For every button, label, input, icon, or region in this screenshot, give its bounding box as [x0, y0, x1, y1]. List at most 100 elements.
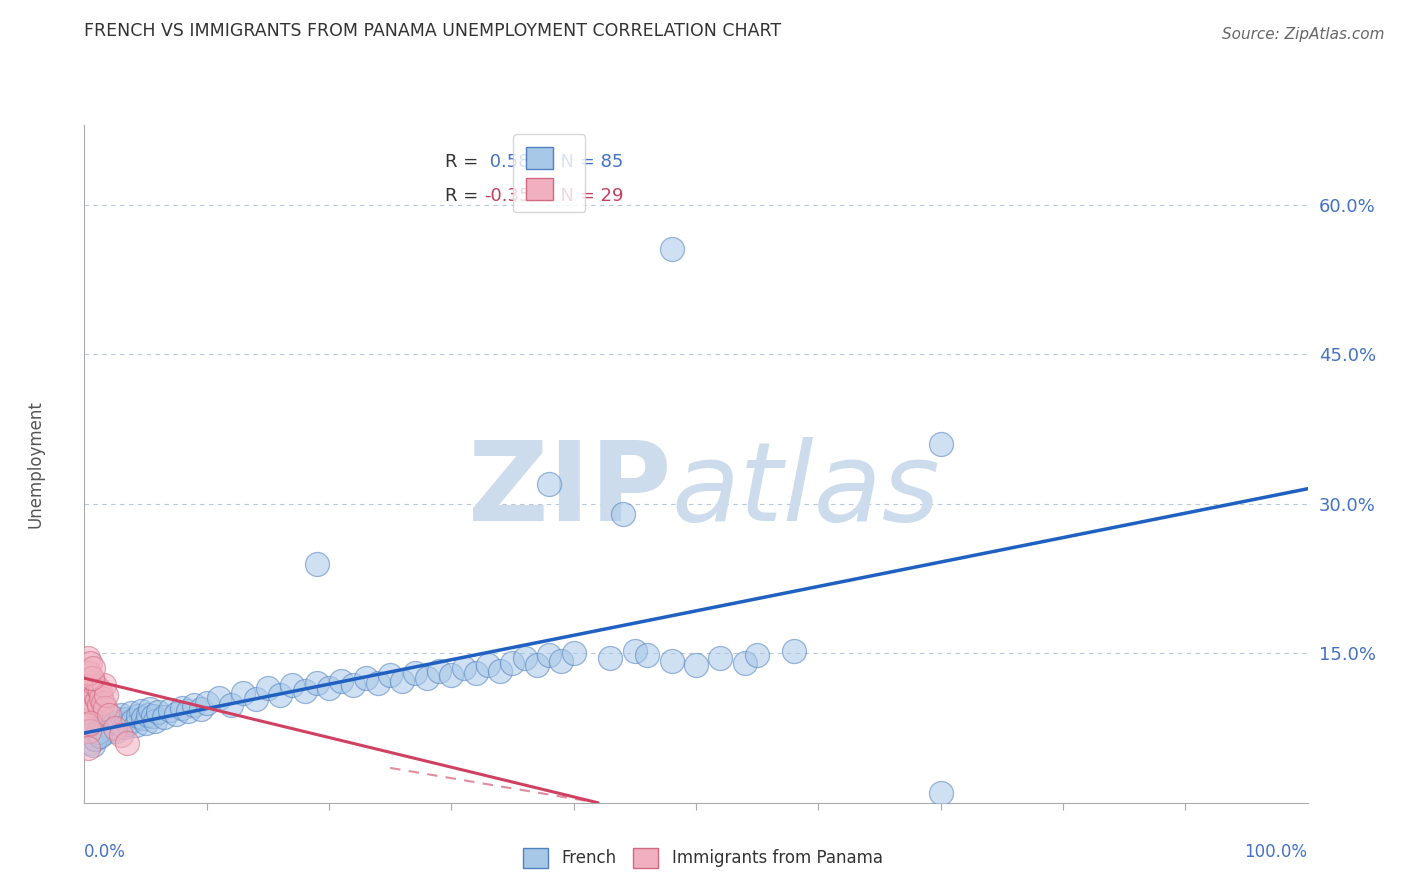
Point	[685, 658, 707, 673]
Point	[120, 706, 142, 720]
Point	[257, 681, 280, 695]
Point	[87, 728, 110, 742]
Text: Unemployment: Unemployment	[27, 400, 45, 528]
Point	[117, 717, 139, 731]
Point	[404, 666, 426, 681]
Point	[83, 724, 105, 739]
Point	[79, 657, 101, 671]
Text: 100.0%: 100.0%	[1244, 844, 1308, 862]
Point	[562, 646, 585, 660]
Point	[599, 651, 621, 665]
Point	[89, 729, 111, 743]
Point	[115, 712, 138, 726]
Point	[330, 674, 353, 689]
Point	[125, 718, 148, 732]
Point	[783, 644, 806, 658]
Point	[127, 709, 149, 723]
Point	[82, 738, 104, 752]
Point	[380, 668, 402, 682]
Point	[86, 693, 108, 707]
Point	[143, 714, 166, 728]
Point	[87, 681, 110, 695]
Point	[367, 676, 389, 690]
Point	[177, 704, 200, 718]
Point	[77, 718, 100, 732]
Point	[734, 657, 756, 671]
Text: N = 85: N = 85	[550, 153, 623, 171]
Point	[90, 691, 112, 706]
Point	[77, 728, 100, 742]
Point	[80, 731, 103, 745]
Point	[305, 557, 328, 571]
Point	[129, 704, 152, 718]
Legend: French, Immigrants from Panama: French, Immigrants from Panama	[516, 841, 890, 875]
Point	[110, 708, 132, 723]
Point	[159, 703, 181, 717]
Point	[354, 671, 377, 685]
Text: Source: ZipAtlas.com: Source: ZipAtlas.com	[1222, 27, 1385, 42]
Point	[440, 668, 463, 682]
Text: -0.355: -0.355	[484, 187, 543, 205]
Point	[453, 661, 475, 675]
Point	[87, 698, 110, 712]
Point	[96, 718, 118, 732]
Point	[122, 713, 145, 727]
Point	[77, 741, 100, 756]
Point	[391, 674, 413, 689]
Point	[105, 724, 128, 739]
Point	[342, 678, 364, 692]
Point	[661, 654, 683, 668]
Point	[77, 651, 100, 665]
Point	[281, 678, 304, 692]
Point	[93, 726, 115, 740]
Point	[219, 698, 242, 712]
Point	[139, 702, 162, 716]
Legend:  ,  : ,	[513, 134, 585, 212]
Point	[97, 714, 120, 728]
Point	[91, 696, 114, 710]
Text: R =: R =	[446, 187, 484, 205]
Text: ZIP: ZIP	[468, 437, 672, 544]
Point	[146, 705, 169, 719]
Point	[77, 681, 100, 695]
Point	[142, 709, 165, 723]
Point	[636, 648, 658, 663]
Point	[464, 666, 486, 681]
Point	[80, 686, 103, 700]
Point	[269, 688, 291, 702]
Point	[132, 711, 155, 725]
Point	[77, 724, 100, 739]
Point	[93, 678, 115, 692]
Point	[87, 725, 110, 739]
Point	[79, 691, 101, 706]
Point	[538, 648, 561, 663]
Text: N = 29: N = 29	[550, 187, 624, 205]
Point	[89, 684, 111, 698]
Point	[183, 698, 205, 712]
Point	[489, 664, 512, 678]
Point	[90, 721, 112, 735]
Point	[96, 688, 118, 702]
Point	[94, 701, 117, 715]
Point	[135, 716, 157, 731]
Point	[97, 708, 120, 723]
Point	[100, 720, 122, 734]
Point	[107, 716, 129, 731]
Point	[82, 661, 104, 675]
Point	[115, 736, 138, 750]
Point	[153, 710, 176, 724]
Point	[172, 701, 194, 715]
Point	[190, 702, 212, 716]
Point	[208, 691, 231, 706]
Point	[83, 676, 105, 690]
Point	[709, 651, 731, 665]
Point	[929, 437, 952, 451]
Point	[103, 711, 125, 725]
Point	[612, 507, 634, 521]
Point	[305, 676, 328, 690]
Point	[112, 720, 135, 734]
Point	[550, 654, 572, 668]
Point	[427, 664, 450, 678]
Point	[318, 681, 340, 695]
Point	[245, 692, 267, 706]
